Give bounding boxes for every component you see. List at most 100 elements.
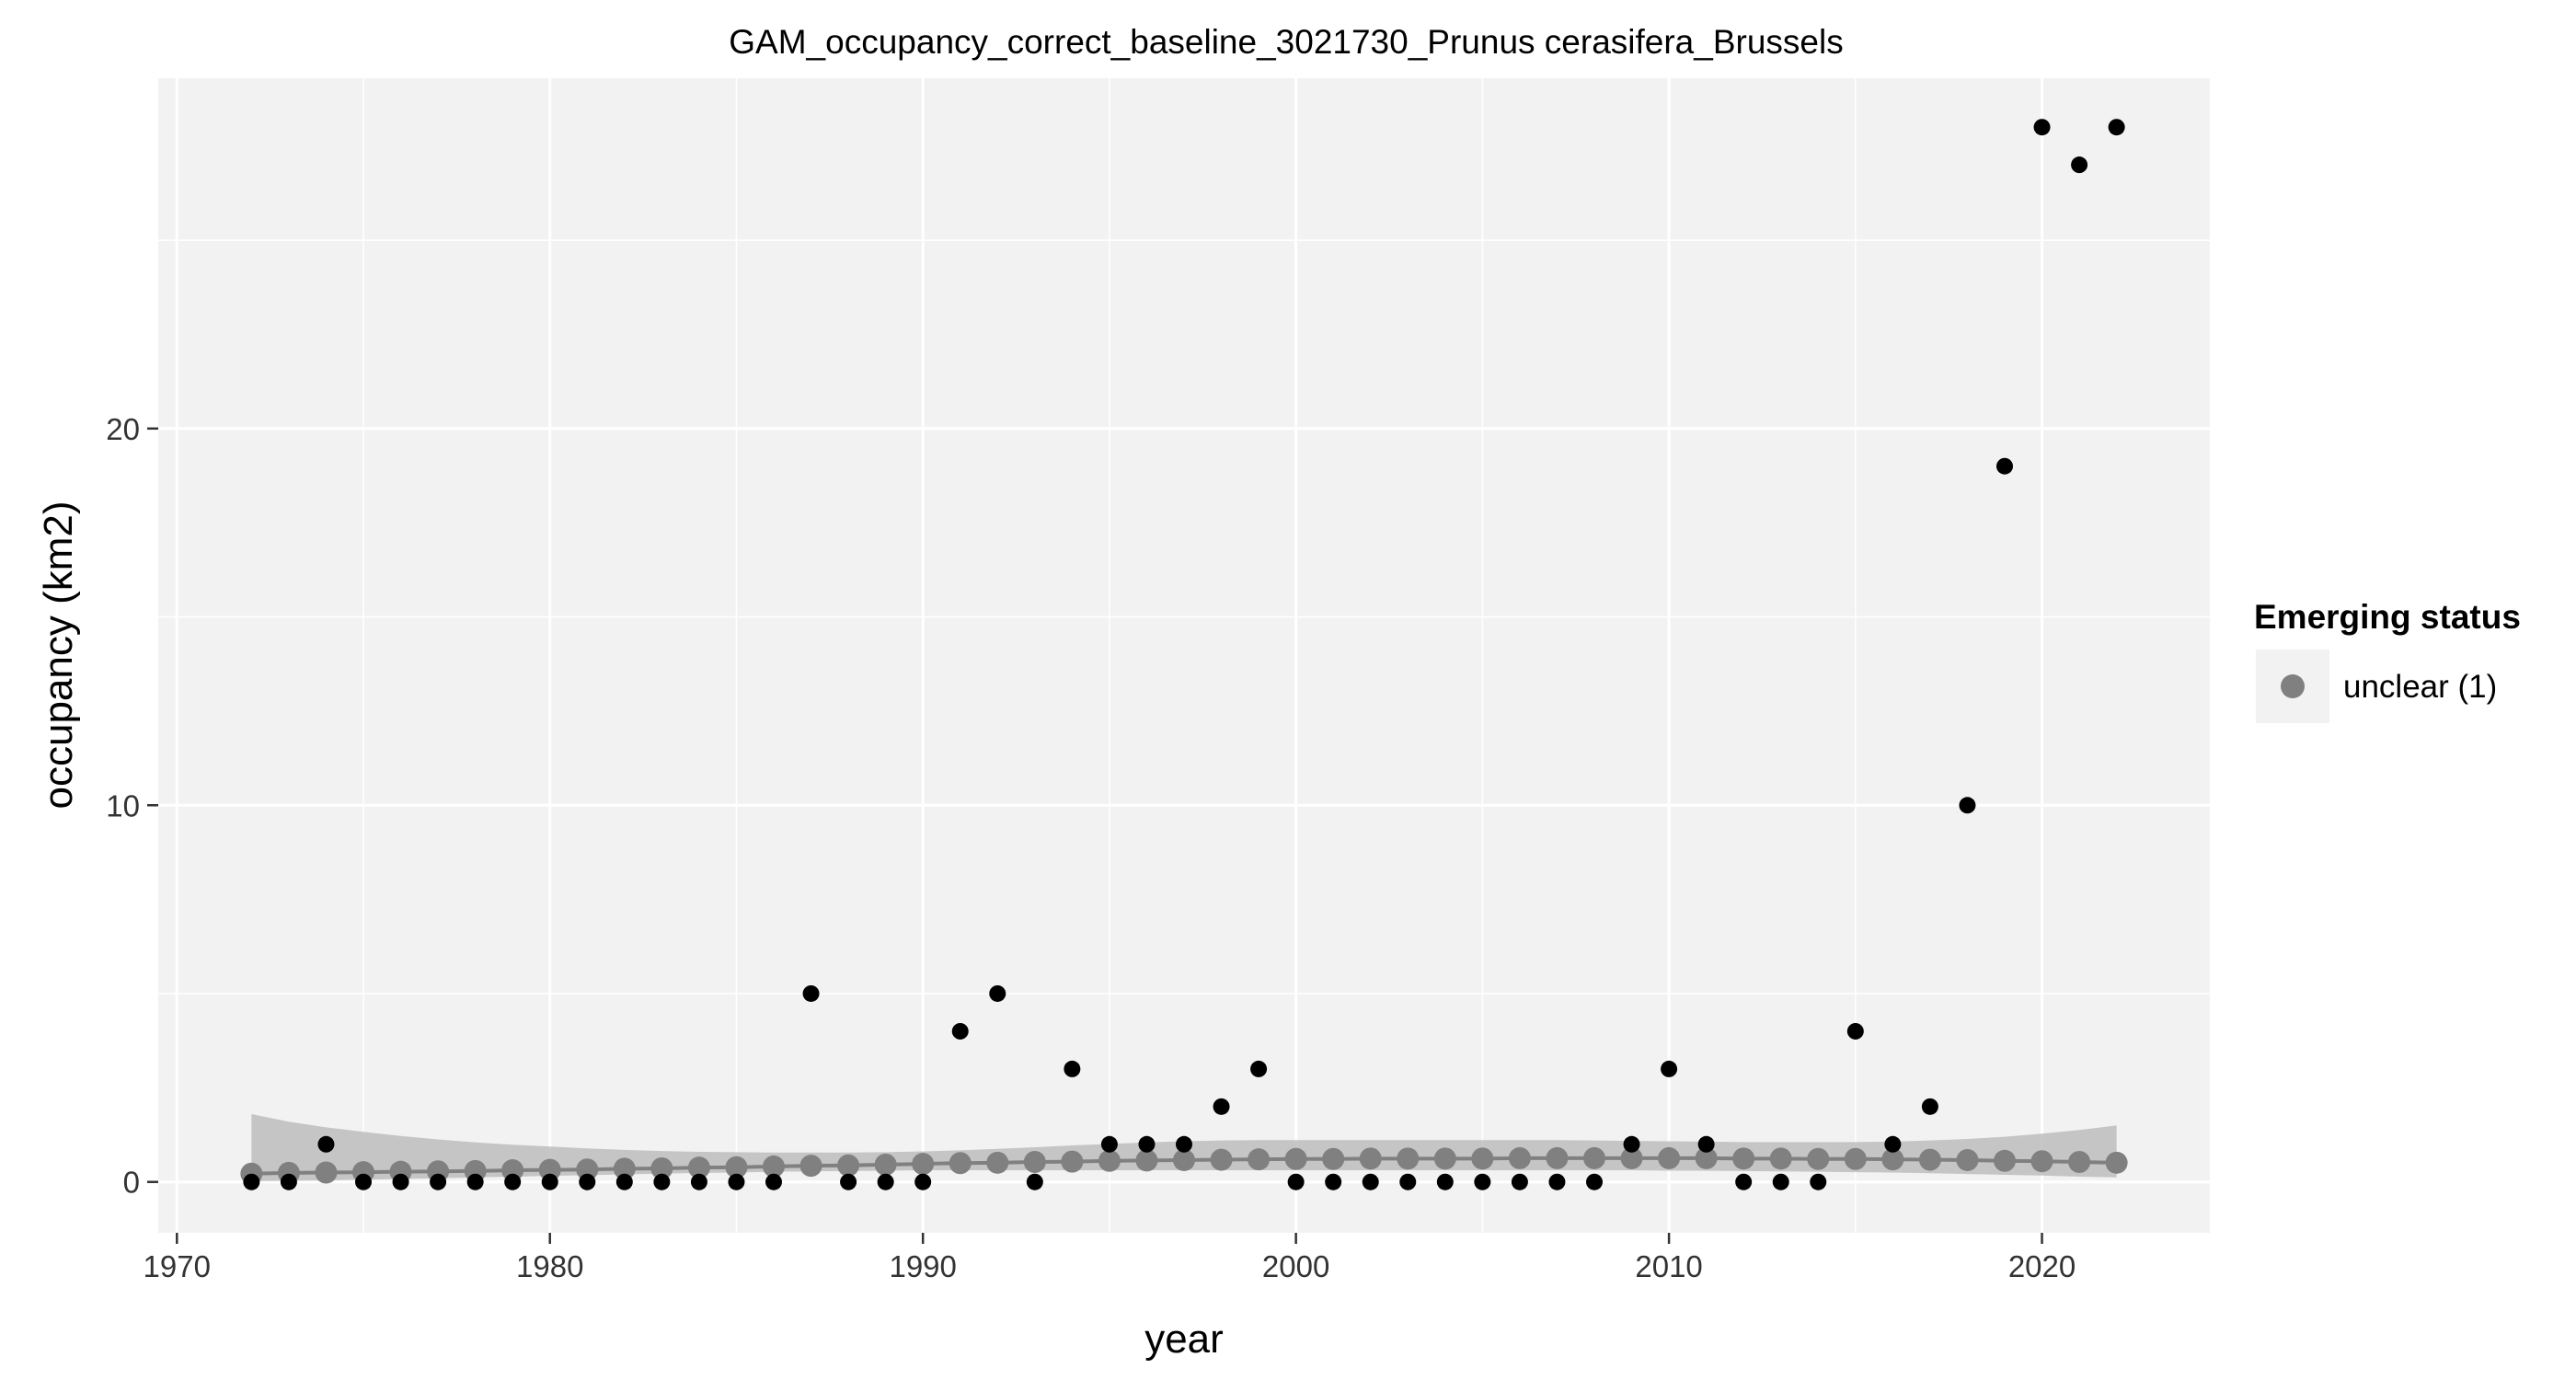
fitted-point <box>687 1156 710 1179</box>
fitted-point <box>576 1158 599 1181</box>
observed-point <box>728 1173 745 1190</box>
observed-point <box>1064 1060 1081 1077</box>
x-axis-title: year <box>1144 1317 1224 1362</box>
observed-point <box>317 1135 335 1153</box>
fitted-point <box>1061 1150 1084 1173</box>
fitted-points-layer <box>240 1146 2128 1185</box>
observed-point <box>243 1173 260 1190</box>
fitted-point <box>1322 1147 1345 1170</box>
plot-panel <box>158 78 2210 1233</box>
fitted-point <box>837 1154 860 1177</box>
y-tick-label: 0 <box>123 1166 140 1200</box>
observed-point <box>914 1173 932 1190</box>
fitted-point <box>1397 1147 1420 1170</box>
axes: 1970 1980 1990 2000 2010 2020 0 10 20 <box>106 412 2076 1283</box>
y-axis-title: occupancy (km2) <box>36 500 81 809</box>
observed-point <box>802 984 820 1002</box>
observed-point <box>1846 1022 1864 1040</box>
observed-point <box>951 1022 969 1040</box>
observed-point <box>1959 797 1976 814</box>
x-tick-label: 2020 <box>2008 1249 2076 1283</box>
x-tick-label: 2000 <box>1262 1249 1329 1283</box>
fitted-point <box>1098 1149 1121 1172</box>
fitted-point <box>1769 1147 1792 1170</box>
fitted-point <box>1658 1146 1681 1169</box>
observed-point <box>1026 1173 1043 1190</box>
observed-point <box>1884 1135 1902 1153</box>
observed-point <box>877 1173 894 1190</box>
observed-point <box>466 1173 484 1190</box>
observed-point <box>1474 1173 1491 1190</box>
chart-title: GAM_occupancy_correct_baseline_3021730_P… <box>729 23 1843 61</box>
observed-point <box>1362 1173 1379 1190</box>
x-tick-label: 1980 <box>516 1249 583 1283</box>
legend-swatch-unclear <box>2281 674 2305 698</box>
observed-point <box>1213 1098 1230 1115</box>
observed-point <box>2108 119 2125 136</box>
observed-point <box>1511 1173 1528 1190</box>
fitted-point <box>1135 1149 1158 1172</box>
legend: Emerging status unclear (1) <box>2254 598 2521 723</box>
observed-point <box>1735 1173 1753 1190</box>
fitted-point <box>650 1156 673 1179</box>
observed-point <box>579 1173 596 1190</box>
observed-point <box>989 984 1006 1002</box>
observed-point <box>1697 1135 1715 1153</box>
fitted-point <box>1284 1147 1307 1170</box>
fitted-point <box>315 1161 338 1184</box>
fitted-point <box>1583 1146 1605 1169</box>
observed-point <box>392 1173 409 1190</box>
fitted-point <box>949 1152 972 1175</box>
observed-point <box>430 1173 447 1190</box>
fitted-point <box>1508 1146 1531 1169</box>
observed-point <box>1287 1173 1305 1190</box>
observed-point <box>690 1173 707 1190</box>
observed-point <box>1586 1173 1603 1190</box>
fitted-point <box>874 1153 897 1176</box>
observed-point <box>1436 1173 1454 1190</box>
observed-point <box>1623 1135 1640 1153</box>
observed-point <box>1100 1135 1118 1153</box>
observed-point <box>1921 1098 1938 1115</box>
observed-point <box>1399 1173 1417 1190</box>
fitted-point <box>1359 1147 1382 1170</box>
observed-point <box>1810 1173 1827 1190</box>
legend-title: Emerging status <box>2254 598 2521 636</box>
fitted-point <box>1210 1148 1233 1171</box>
observed-point <box>2071 156 2088 174</box>
fitted-point <box>986 1151 1009 1174</box>
x-tick-label: 1990 <box>889 1249 956 1283</box>
observed-point <box>1138 1135 1156 1153</box>
observed-point <box>1996 457 2013 475</box>
fitted-point <box>1918 1148 1941 1171</box>
grid-lines <box>158 78 2210 1233</box>
observed-points-layer <box>243 119 2125 1190</box>
observed-point <box>1176 1135 1192 1153</box>
fitted-point <box>613 1157 636 1180</box>
observed-point <box>280 1173 297 1190</box>
observed-point <box>1325 1173 1342 1190</box>
fitted-point <box>725 1156 748 1179</box>
observed-point <box>1661 1060 1678 1077</box>
fitted-point <box>1844 1147 1867 1170</box>
fitted-point <box>1471 1147 1494 1170</box>
fitted-point <box>1546 1146 1569 1169</box>
fitted-point <box>1881 1148 1904 1171</box>
x-tick-label: 2010 <box>1635 1249 1702 1283</box>
observed-point <box>2033 119 2051 136</box>
observed-point <box>840 1173 857 1190</box>
fitted-point <box>1732 1147 1755 1170</box>
fitted-point <box>1173 1148 1195 1171</box>
observed-point <box>541 1173 558 1190</box>
y-tick-label: 10 <box>106 788 140 822</box>
fitted-point <box>912 1153 935 1176</box>
fitted-point <box>1620 1146 1643 1169</box>
fitted-point <box>538 1158 561 1181</box>
observed-point <box>615 1173 633 1190</box>
fitted-point <box>1695 1146 1718 1169</box>
fitted-point <box>1433 1147 1456 1170</box>
observed-point <box>1250 1060 1268 1077</box>
fitted-point <box>1023 1151 1046 1174</box>
fitted-point <box>2068 1151 2091 1174</box>
observed-point <box>653 1173 671 1190</box>
